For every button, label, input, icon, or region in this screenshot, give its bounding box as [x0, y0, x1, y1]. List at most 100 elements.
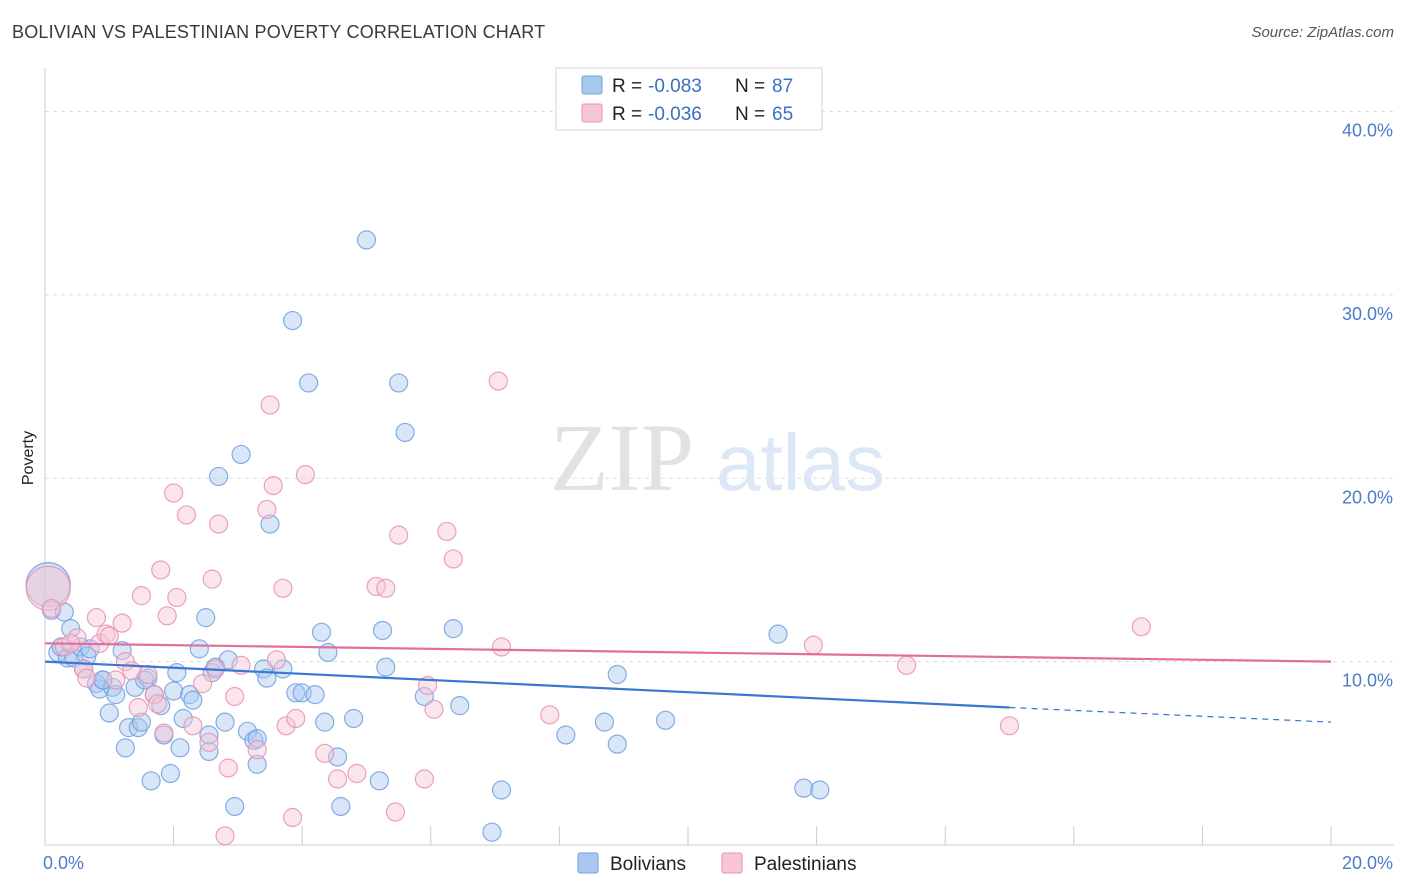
legend-r-label-bolivians: R = — [612, 76, 642, 97]
palestinians-point-16 — [138, 664, 158, 685]
bolivians-point-78 — [655, 710, 676, 730]
bolivians-point-25 — [141, 771, 161, 791]
x-tick-label-min: 0.0% — [43, 853, 84, 873]
bolivians-point-80 — [794, 778, 814, 798]
x-tick-label-max: 20.0% — [1342, 853, 1393, 873]
bolivians-trend-extension — [1009, 706, 1332, 723]
bolivians-point-61 — [331, 796, 351, 817]
palestinians-point-11 — [112, 613, 132, 633]
palestinians-point-39 — [260, 395, 280, 415]
palestinians-point-24 — [176, 505, 197, 525]
palestinians-point-1 — [41, 598, 62, 619]
palestinians-point-43 — [286, 708, 306, 729]
bolivians-point-18 — [112, 641, 132, 661]
bolivians-point-67 — [389, 373, 409, 393]
bolivians-point-35 — [183, 690, 203, 710]
bolivians-point-12 — [86, 674, 107, 694]
legend-n-value-palestinians: 65 — [772, 104, 793, 125]
bolivians-point-34 — [180, 685, 200, 705]
y-tick-label-10: 10.0% — [1342, 671, 1393, 691]
bolivians-point-57 — [311, 622, 332, 642]
legend-swatch-palestinians — [581, 103, 603, 123]
palestinians-point-23 — [167, 587, 187, 608]
bolivians-point-63 — [356, 230, 377, 250]
grid-lines — [45, 111, 1394, 663]
palestinians-point-21 — [157, 606, 177, 626]
bolivians-point-31 — [167, 663, 187, 683]
bolivians-point-15 — [99, 703, 119, 723]
bolivians-point-17 — [106, 685, 126, 705]
palestinians-point-14 — [128, 697, 148, 718]
bolivians-point-73 — [482, 822, 502, 842]
bolivians-point-66 — [376, 657, 396, 677]
palestinians-point-54 — [424, 699, 444, 719]
palestinians-point-0 — [25, 565, 71, 611]
palestinians-point-19 — [151, 560, 171, 580]
palestinians-point-41 — [276, 716, 296, 736]
palestinians-point-5 — [77, 668, 97, 688]
x-ticks — [44, 826, 1332, 845]
bolivians-trend-line — [44, 660, 1010, 709]
palestinians-point-48 — [366, 576, 386, 597]
palestinians-point-10 — [106, 670, 126, 690]
bolivians-point-62 — [344, 708, 364, 729]
palestinians-point-45 — [315, 743, 335, 763]
bottom-legend-label-bolivians: Bolivians — [610, 854, 686, 875]
palestinians-point-33 — [225, 686, 245, 707]
bolivians-point-72 — [491, 780, 512, 800]
bolivians-point-29 — [160, 763, 180, 784]
bolivians-point-85 — [305, 685, 325, 705]
bolivians-point-83 — [199, 725, 219, 745]
bottom-legend-swatch-bolivians — [577, 852, 599, 874]
palestinians-point-26 — [192, 674, 213, 694]
palestinians-point-36 — [257, 499, 277, 520]
bolivians-point-70 — [443, 619, 463, 639]
bolivians-point-71 — [450, 696, 470, 716]
palestinians-point-46 — [327, 769, 348, 789]
bolivians-point-65 — [372, 620, 393, 641]
bolivians-point-36 — [189, 639, 209, 659]
legend-swatch-bolivians — [581, 75, 603, 95]
palestinians-point-35 — [247, 740, 267, 760]
chart-source: Source: ZipAtlas.com — [1251, 24, 1394, 41]
palestinians-point-60 — [803, 635, 823, 655]
bolivians-point-56 — [299, 373, 319, 393]
bolivians-point-44 — [225, 796, 245, 817]
bolivians-point-64 — [369, 771, 389, 791]
palestinians-point-44 — [295, 465, 316, 485]
palestinians-point-40 — [273, 578, 293, 598]
palestinians-point-50 — [385, 802, 406, 822]
bolivians-point-22 — [128, 718, 148, 738]
bolivians-point-50 — [257, 668, 277, 688]
bolivians-point-23 — [131, 712, 152, 732]
bolivians-point-39 — [202, 663, 222, 683]
palestinians-point-30 — [209, 514, 229, 534]
bolivians-point-33 — [173, 708, 193, 729]
palestinians-point-27 — [199, 732, 219, 752]
palestinians-points — [25, 371, 1151, 846]
legend-r-value-palestinians: -0.036 — [648, 104, 702, 125]
bolivians-point-76 — [607, 664, 627, 685]
palestinians-point-42 — [282, 807, 303, 828]
x-tick-labels: 0.0% 20.0% — [43, 853, 1393, 873]
trend-lines — [44, 642, 1332, 723]
palestinians-point-22 — [164, 483, 184, 503]
bolivians-point-30 — [164, 681, 184, 701]
bolivians-point-75 — [594, 712, 615, 732]
bolivians-point-51 — [260, 514, 280, 534]
bolivians-point-60 — [327, 747, 348, 767]
bolivians-point-58 — [315, 712, 335, 732]
bolivians-point-19 — [115, 738, 135, 758]
bottom-legend: Bolivians Palestinians — [577, 852, 856, 875]
bolivians-point-84 — [247, 729, 267, 749]
bolivians-point-48 — [247, 754, 267, 774]
palestinians-point-32 — [218, 758, 238, 778]
y-tick-label-30: 30.0% — [1342, 304, 1393, 324]
legend-r-value-bolivians: -0.083 — [648, 76, 702, 97]
bottom-legend-label-palestinians: Palestinians — [754, 854, 856, 875]
bolivians-point-81 — [810, 780, 830, 800]
bolivians-point-53 — [282, 310, 303, 331]
watermark: ZIP atlas — [550, 404, 885, 511]
palestinians-point-63 — [1131, 617, 1151, 637]
